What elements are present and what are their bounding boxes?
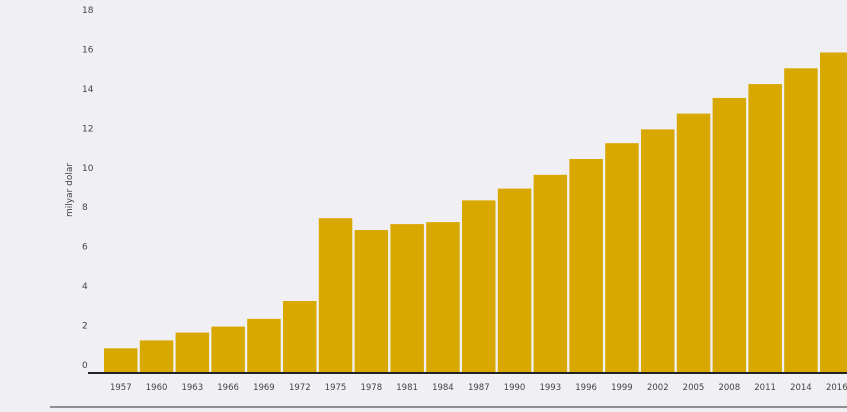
y-axis-title: milyar dolar [65, 163, 75, 217]
bar-1984 [426, 222, 460, 372]
bar-1993 [533, 174, 568, 372]
bars [104, 52, 847, 373]
bar-1963 [175, 332, 210, 372]
x-axis-ticks: 1957 1960 1963 1966 1969 1972 1975 1978 1981 1984… [110, 383, 847, 393]
x-tick-label: 1996 [575, 383, 597, 393]
x-tick-label: 1957 [110, 383, 132, 393]
y-tick-label: 12 [82, 124, 93, 134]
x-tick-label: 2016 [826, 383, 847, 393]
y-tick-label: 2 [82, 322, 88, 332]
y-tick-label: 4 [82, 282, 88, 292]
y-tick-label: 14 [82, 85, 94, 95]
x-tick-label: 1990 [504, 383, 526, 393]
x-tick-label: 1987 [468, 383, 490, 393]
y-axis-ticks: 0 2 4 6 8 10 12 14 16 18 [82, 6, 94, 371]
y-tick-label: 0 [82, 361, 88, 371]
bar-1969 [247, 318, 281, 373]
y-tick-label: 6 [82, 243, 88, 253]
x-tick-label: 2014 [790, 383, 812, 393]
x-tick-label: 1969 [253, 383, 275, 393]
x-tick-label: 2002 [647, 383, 669, 393]
bar-2008 [712, 97, 747, 373]
bar-1996 [569, 159, 603, 372]
x-tick-label: 1963 [181, 383, 203, 393]
x-tick-label: 1978 [360, 383, 382, 393]
bar-2005 [676, 113, 711, 372]
bar-1978 [354, 230, 389, 372]
bar-1990 [497, 188, 532, 372]
y-tick-label: 18 [82, 6, 94, 16]
x-tick-label: 1975 [325, 383, 347, 393]
x-tick-label: 1981 [396, 383, 418, 393]
bar-1999 [605, 143, 639, 372]
x-tick-label: 1993 [539, 383, 561, 393]
bar-1975 [318, 218, 353, 372]
bar-1987 [462, 200, 496, 372]
bar-2014 [784, 68, 818, 373]
x-tick-label: 1972 [289, 383, 311, 393]
x-tick-label: 1966 [217, 383, 239, 393]
y-tick-label: 10 [82, 164, 94, 174]
bar-2002 [641, 129, 675, 372]
bar-1966 [211, 326, 245, 372]
y-tick-label: 8 [82, 203, 88, 213]
x-tick-label: 2005 [683, 383, 705, 393]
x-tick-label: 1999 [611, 383, 633, 393]
x-tick-label: 1984 [432, 383, 454, 393]
bar-1960 [139, 340, 174, 372]
bar-2011 [748, 84, 782, 372]
bar-1981 [390, 224, 424, 372]
bar-2016 [820, 52, 847, 372]
x-tick-label: 2011 [754, 383, 776, 393]
y-tick-label: 16 [82, 45, 94, 55]
bar-1957 [104, 348, 138, 372]
bar-1972 [283, 301, 317, 372]
x-tick-label: 1960 [146, 383, 168, 393]
x-tick-label: 2008 [718, 383, 740, 393]
